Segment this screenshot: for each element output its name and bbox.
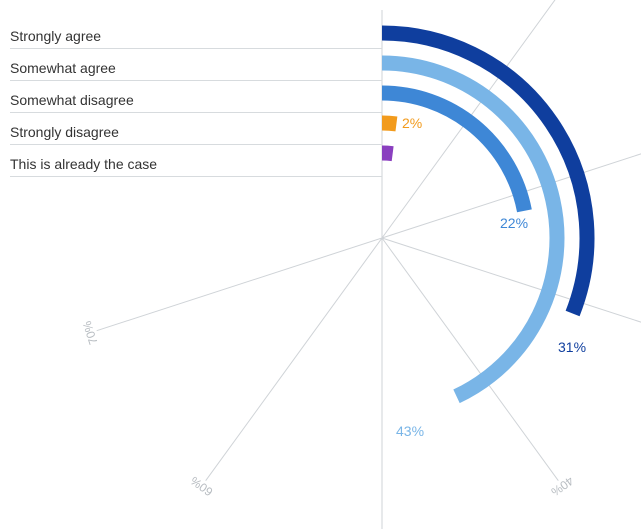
tick-line xyxy=(382,238,641,331)
category-label: Somewhat disagree xyxy=(10,92,134,108)
value-label-2: 22% xyxy=(500,215,528,231)
tick-line xyxy=(382,238,558,481)
category-row-1: Somewhat agree xyxy=(10,52,382,81)
arc-series-3 xyxy=(382,123,396,124)
radial-bar-chart: 10%20%30%40%50%60%70%31%43%22%2% Strongl… xyxy=(0,0,641,529)
tick-line xyxy=(97,238,382,331)
category-label: Somewhat agree xyxy=(10,60,116,76)
arc-series-4 xyxy=(382,153,393,154)
value-label-1: 43% xyxy=(396,423,424,439)
value-label-0: 31% xyxy=(558,339,586,355)
category-row-3: Strongly disagree xyxy=(10,116,382,145)
category-row-2: Somewhat disagree xyxy=(10,84,382,113)
tick-label: 40% xyxy=(548,474,576,500)
category-row-4: This is already the case xyxy=(10,148,382,177)
category-label: Strongly agree xyxy=(10,28,101,44)
value-label-3: 2% xyxy=(402,115,422,131)
category-row-0: Strongly agree xyxy=(10,20,382,49)
category-label: This is already the case xyxy=(10,156,157,172)
tick-line xyxy=(206,238,382,481)
tick-label: 70% xyxy=(80,319,101,346)
tick-label: 60% xyxy=(188,473,216,499)
category-label: Strongly disagree xyxy=(10,124,119,140)
